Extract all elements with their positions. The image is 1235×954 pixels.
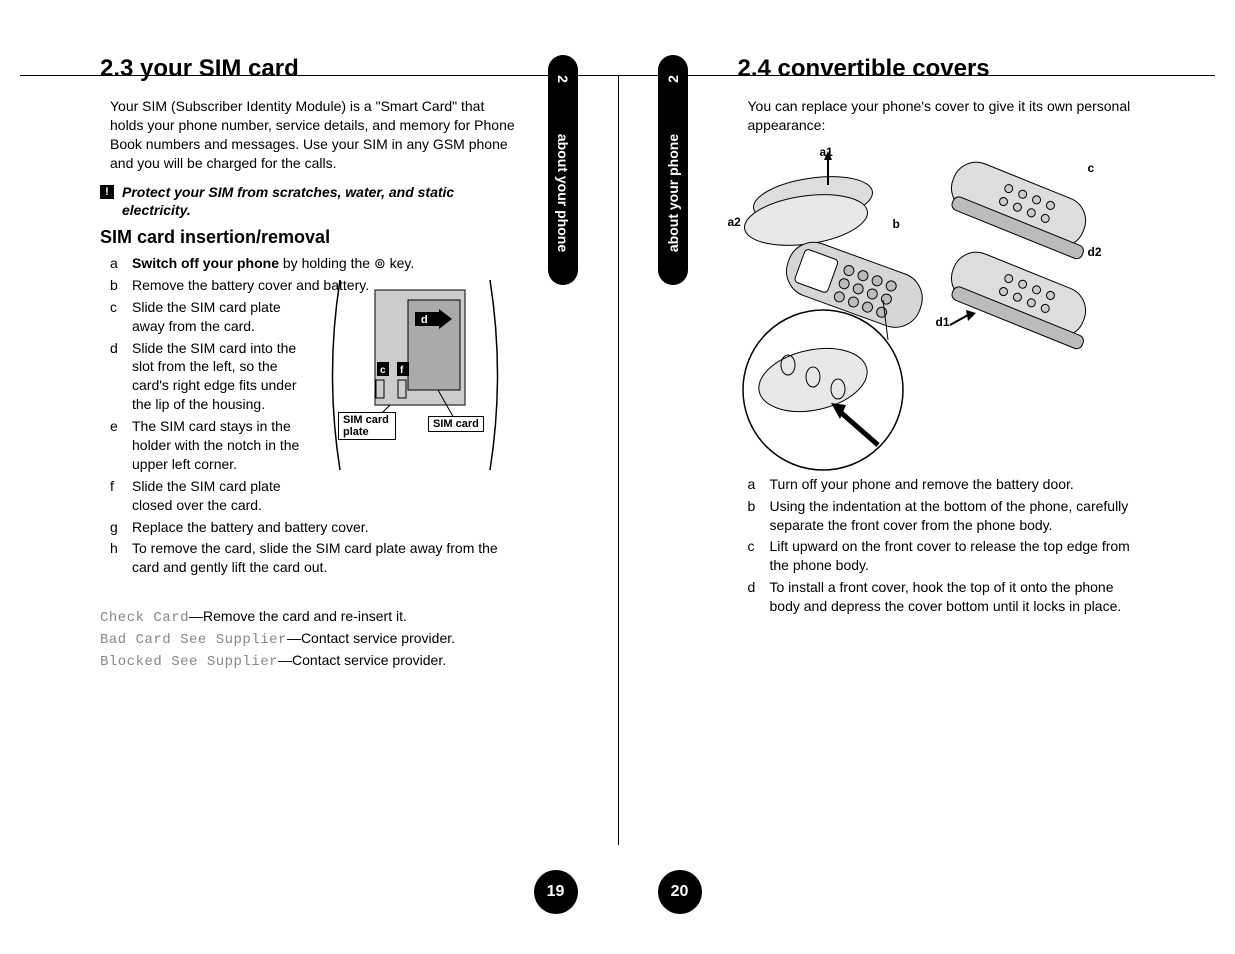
error-line: Bad Card See Supplier—Contact service pr… xyxy=(100,630,518,648)
step-a-bold: Switch off your phone xyxy=(132,255,279,271)
callout-sim-card: SIM card xyxy=(428,416,484,432)
intro-right: You can replace your phone's cover to gi… xyxy=(748,97,1136,135)
error-code: Blocked See Supplier xyxy=(100,654,278,670)
fig-label-c: c xyxy=(1088,161,1095,175)
step-label: c xyxy=(110,298,132,336)
diagram-label-d: d xyxy=(421,314,428,326)
step-text: Lift upward on the front cover to releas… xyxy=(770,537,1136,575)
page-number-right: 20 xyxy=(658,870,702,914)
step-text: Using the indentation at the bottom of t… xyxy=(770,497,1136,535)
step-label: g xyxy=(110,518,132,537)
step-label: d xyxy=(748,578,770,616)
step-text: To install a front cover, hook the top o… xyxy=(770,578,1136,616)
step-text: Slide the SIM card into the slot from th… xyxy=(132,339,317,415)
step-text: Switch off your phone by holding the ⊚ k… xyxy=(132,254,518,273)
thumb-label: about your phone xyxy=(555,134,571,252)
step-text: Replace the battery and battery cover. xyxy=(132,518,518,537)
fig-label-a1: a1 xyxy=(820,145,833,159)
step-label: a xyxy=(110,254,132,273)
step-label: e xyxy=(110,417,132,474)
step-label: c xyxy=(748,537,770,575)
error-line: Check Card—Remove the card and re-insert… xyxy=(100,608,518,626)
covers-diagram: a1 a2 b c d1 d2 xyxy=(728,145,1108,475)
step-text: Turn off your phone and remove the batte… xyxy=(770,475,1136,494)
step-label: f xyxy=(110,477,132,515)
heading-2-3: 2.3 your SIM card xyxy=(100,55,518,83)
step-label: a xyxy=(748,475,770,494)
page-right: 2.4 convertible covers You can replace y… xyxy=(618,0,1235,954)
step-text: The SIM card stays in the holder with th… xyxy=(132,417,317,474)
thumb-tab-right: 2 about your phone xyxy=(658,55,688,285)
steps-left-2: g Replace the battery and battery cover.… xyxy=(110,518,518,578)
diagram-label-c: c xyxy=(380,365,386,376)
step-label: d xyxy=(110,339,132,415)
error-text: —Remove the card and re-insert it. xyxy=(189,608,407,624)
page-left: 2.3 your SIM card Your SIM (Subscriber I… xyxy=(0,0,618,954)
thumb-tab-left: 2 about your phone xyxy=(548,55,578,285)
step-text: Slide the SIM card plate closed over the… xyxy=(132,477,317,515)
error-code: Check Card xyxy=(100,610,189,626)
step-text: To remove the card, slide the SIM card p… xyxy=(132,539,518,577)
spread: 2.3 your SIM card Your SIM (Subscriber I… xyxy=(0,0,1235,954)
fig-label-a2: a2 xyxy=(728,215,741,229)
subheading-sim: SIM card insertion/removal xyxy=(100,227,518,248)
thumb-num: 2 xyxy=(665,64,681,94)
steps-right: a Turn off your phone and remove the bat… xyxy=(748,475,1136,616)
fig-label-b: b xyxy=(893,217,900,231)
fig-label-d1: d1 xyxy=(936,315,950,329)
error-text: —Contact service provider. xyxy=(287,630,455,646)
warning-text: Protect your SIM from scratches, water, … xyxy=(122,183,518,219)
error-code: Bad Card See Supplier xyxy=(100,632,287,648)
step-label: b xyxy=(110,276,132,295)
warning-icon: ! xyxy=(100,185,114,199)
fig-label-d2: d2 xyxy=(1088,245,1102,259)
thumb-label: about your phone xyxy=(665,134,681,252)
error-text: —Contact service provider. xyxy=(278,652,446,668)
warning-row: ! Protect your SIM from scratches, water… xyxy=(100,183,518,219)
callout-sim-plate: SIM card plate xyxy=(338,412,396,440)
step-label: b xyxy=(748,497,770,535)
step-label: h xyxy=(110,539,132,577)
heading-2-4: 2.4 convertible covers xyxy=(738,55,1136,83)
error-line: Blocked See Supplier—Contact service pro… xyxy=(100,652,518,670)
intro-left: Your SIM (Subscriber Identity Module) is… xyxy=(110,97,518,173)
thumb-num: 2 xyxy=(555,64,571,94)
step-a-rest: by holding the ⊚ key. xyxy=(279,255,414,271)
sim-diagram: d c f SIM card plate SIM card xyxy=(320,280,510,470)
page-number-left: 19 xyxy=(534,870,578,914)
step-text: Slide the SIM card plate away from the c… xyxy=(132,298,317,336)
